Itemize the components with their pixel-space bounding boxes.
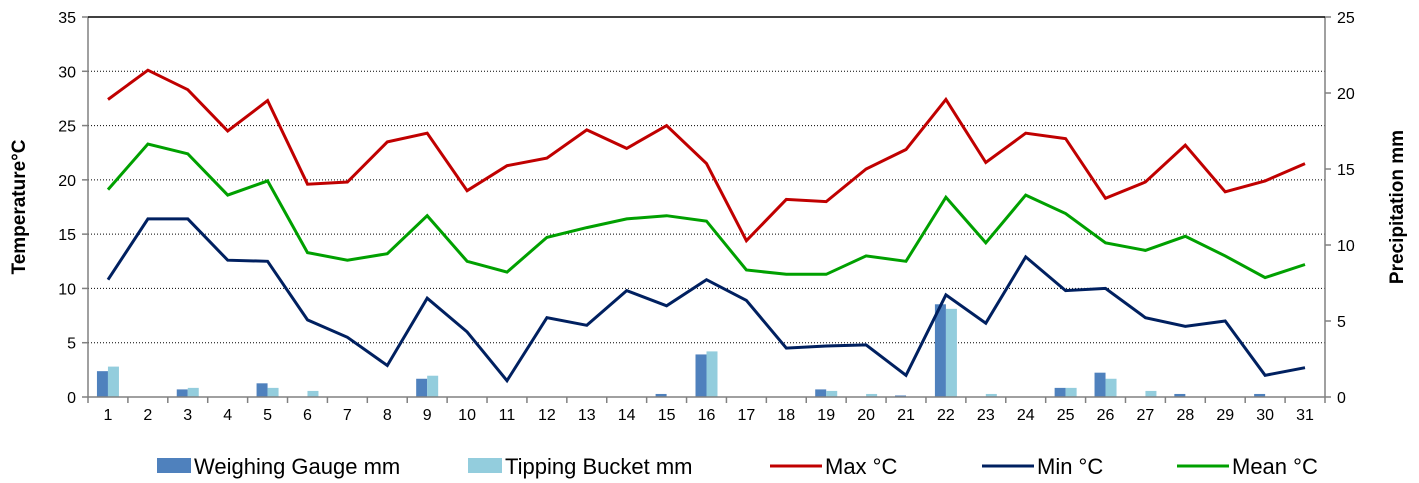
bar-tipping-bucket <box>826 390 838 397</box>
x-tick-label: 14 <box>618 407 636 424</box>
x-tick-label: 3 <box>183 407 192 424</box>
x-tick-label: 18 <box>777 407 795 424</box>
bar-weighing-gauge <box>1094 372 1106 397</box>
bar-tipping-bucket <box>985 393 997 397</box>
y-right-tick-label: 15 <box>1337 162 1355 179</box>
bar-weighing-gauge <box>96 371 108 397</box>
line-min <box>106 217 1306 384</box>
x-tick-label: 7 <box>343 407 352 424</box>
bar-tipping-bucket <box>1145 390 1157 397</box>
x-tick-label: 28 <box>1176 407 1194 424</box>
precipitation-bars <box>96 304 1266 397</box>
legend-item: Max °C <box>770 454 897 479</box>
legend-label: Mean °C <box>1232 454 1318 479</box>
x-tick-label: 13 <box>578 407 596 424</box>
x-tick-label: 24 <box>1017 407 1035 424</box>
bar-tipping-bucket <box>267 387 279 397</box>
x-tick-label: 19 <box>817 407 835 424</box>
y-left-tick-label: 15 <box>58 227 76 244</box>
x-tick-label: 21 <box>897 407 915 424</box>
x-tick-label: 10 <box>458 407 476 424</box>
x-tick-label: 15 <box>658 407 676 424</box>
x-tick-label: 20 <box>857 407 875 424</box>
bar-weighing-gauge <box>176 389 188 397</box>
legend: Weighing Gauge mm Tipping Bucket mm Max °C… <box>157 454 1318 479</box>
temperature-lines <box>106 68 1306 384</box>
x-tick-label: 31 <box>1296 407 1314 424</box>
y-left-tick-label: 20 <box>58 173 76 190</box>
y-right-tick-label: 5 <box>1337 314 1346 331</box>
x-tick-label: 16 <box>698 407 716 424</box>
bar-tipping-bucket <box>1105 378 1117 397</box>
y-left-tick-label: 30 <box>58 64 76 81</box>
y-right-axis-title: Precipitation mm <box>1387 130 1408 284</box>
x-tick-label: 29 <box>1216 407 1234 424</box>
bar-tipping-bucket <box>107 366 119 397</box>
y-left-tick-label: 25 <box>58 119 76 136</box>
bar-weighing-gauge <box>1254 393 1266 397</box>
bar-weighing-gauge <box>895 395 907 397</box>
x-tick-label: 26 <box>1097 407 1115 424</box>
legend-item: Mean °C <box>1177 454 1318 479</box>
bar-weighing-gauge <box>695 354 707 397</box>
bar-tipping-bucket <box>1065 387 1077 397</box>
legend-item: Tipping Bucket mm <box>468 454 692 479</box>
legend-label: Tipping Bucket mm <box>505 454 692 479</box>
bar-tipping-bucket <box>945 308 957 397</box>
bar-tipping-bucket <box>427 375 439 397</box>
x-tick-label: 4 <box>223 407 232 424</box>
bar-tipping-bucket <box>307 390 319 397</box>
x-tick-label: 22 <box>937 407 955 424</box>
legend-item: Min °C <box>982 454 1103 479</box>
line-mean <box>106 142 1306 280</box>
bar-weighing-gauge <box>934 304 946 397</box>
y-left-tick-label: 5 <box>67 336 76 353</box>
x-tick-label: 27 <box>1137 407 1155 424</box>
y-left-axis-title: Temperature°C <box>9 139 30 274</box>
x-tick-label: 9 <box>423 407 432 424</box>
x-tick-label: 25 <box>1057 407 1075 424</box>
bar-tipping-bucket <box>866 393 878 397</box>
y-right-tick-label: 10 <box>1337 238 1355 255</box>
gridlines <box>88 16 1325 344</box>
x-tick-label: 2 <box>143 407 152 424</box>
y-right-tick-label: 0 <box>1337 390 1346 407</box>
bar-tipping-bucket <box>187 387 199 397</box>
y-left-tick-label: 35 <box>58 10 76 27</box>
x-tick-label: 6 <box>303 407 312 424</box>
bar-weighing-gauge <box>256 383 268 397</box>
bar-weighing-gauge <box>1054 387 1066 397</box>
legend-swatch <box>468 458 502 473</box>
bar-weighing-gauge <box>1174 393 1186 397</box>
legend-swatch <box>157 458 191 473</box>
bar-weighing-gauge <box>655 393 667 397</box>
line-max <box>107 68 1306 244</box>
legend-label: Weighing Gauge mm <box>194 454 400 479</box>
x-tick-label: 17 <box>738 407 756 424</box>
x-tick-label: 11 <box>499 407 516 424</box>
y-right-tick-label: 25 <box>1337 10 1355 27</box>
bar-weighing-gauge <box>416 378 428 397</box>
x-tick-label: 1 <box>103 407 112 424</box>
x-tick-label: 12 <box>538 407 556 424</box>
legend-label: Max °C <box>825 454 897 479</box>
bar-tipping-bucket <box>706 351 718 397</box>
y-right-tick-label: 20 <box>1337 86 1355 103</box>
x-tick-label: 8 <box>383 407 392 424</box>
legend-item: Weighing Gauge mm <box>157 454 400 479</box>
y-left-tick-label: 0 <box>67 390 76 407</box>
legend-label: Min °C <box>1037 454 1103 479</box>
x-tick-label: 23 <box>977 407 995 424</box>
y-left-tick-label: 10 <box>58 281 76 298</box>
x-tick-label: 30 <box>1256 407 1274 424</box>
bar-weighing-gauge <box>815 389 827 397</box>
x-tick-label: 5 <box>263 407 272 424</box>
